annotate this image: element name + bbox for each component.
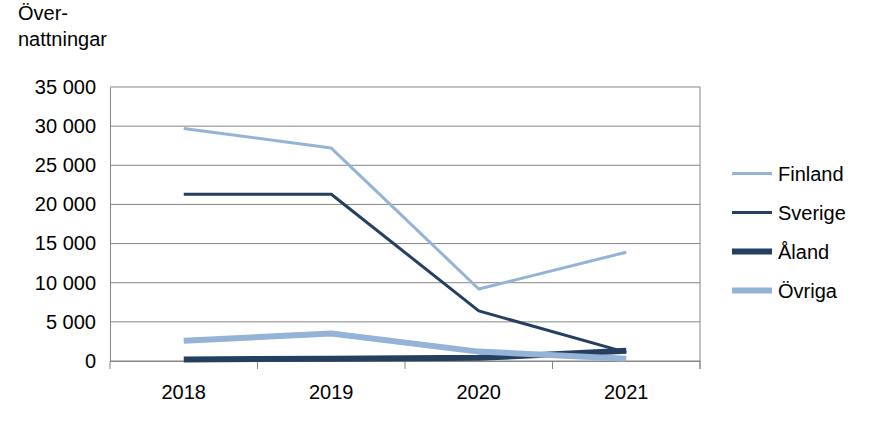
y-axis-line [110,88,111,362]
x-tick-label: 2020 [457,381,502,403]
y-tick: 15 000 [35,232,110,254]
grid-line [110,282,700,283]
y-tick: 10 000 [35,272,110,294]
y-tick-label: 35 000 [35,76,96,98]
y-tick-label: 20 000 [35,193,96,215]
y-axis-title-line: nattningar [18,28,107,50]
x-tick: 2018 [162,361,207,403]
x-tick-label: 2019 [309,381,354,403]
y-tick-label: 30 000 [35,115,96,137]
grid-line [110,204,700,205]
grid-line [110,126,700,127]
y-tick-label: 5 000 [46,311,96,333]
grid-line [110,243,700,244]
series-line [184,334,627,359]
legend-swatch [732,288,772,294]
legend-swatch [732,211,772,214]
legend-item: Övriga [732,280,838,302]
y-tick-label: 25 000 [35,154,96,176]
y-tick: 35 000 [35,76,110,98]
y-axis-title-line: Över- [18,2,68,24]
legend-swatch [732,172,772,175]
legend-item: Finland [732,163,844,185]
x-boundary-tick [552,361,553,369]
grid-line [110,165,700,166]
legend-label: Åland [778,241,829,263]
x-tick: 2021 [604,361,649,403]
legend: Finland Sverige Åland Övriga [732,163,846,302]
x-tick: 2019 [309,361,354,403]
x-axis: 2018 2019 2020 2021 [110,361,701,403]
chart: 0 5 000 10 000 15 000 20 000 25 000 30 000 35 0… [0,0,882,424]
y-tick-label: 15 000 [35,232,96,254]
x-boundary-tick [405,361,406,369]
y-axis-title: Över-nattningar [18,2,107,50]
x-tick: 2020 [457,361,502,403]
legend-label: Sverige [778,202,846,224]
legend-label: Övriga [778,280,838,302]
grid [110,87,700,361]
plot: 0 5 000 10 000 15 000 20 000 25 000 30 000 35 0… [35,76,701,403]
y-tick: 0 [85,350,110,372]
legend-item: Åland [732,241,829,263]
grid-line [110,87,700,88]
y-tick-label: 0 [85,350,96,372]
x-boundary-tick [110,361,111,369]
y-axis: 0 5 000 10 000 15 000 20 000 25 000 30 000 35 0… [35,76,111,372]
y-tick-label: 10 000 [35,272,96,294]
frame-line [700,87,701,369]
y-tick: 25 000 [35,154,110,176]
x-tick-label: 2021 [604,381,649,403]
grid-line [110,321,700,322]
x-tick-label: 2018 [162,381,207,403]
series-line [184,128,627,288]
y-tick: 30 000 [35,115,110,137]
series-lines [184,128,627,359]
legend-swatch [732,249,772,255]
series-line [184,194,627,352]
y-tick: 20 000 [35,193,110,215]
legend-item: Sverige [732,202,846,224]
y-tick: 5 000 [46,311,110,333]
legend-label: Finland [778,163,844,185]
x-boundary-tick [257,361,258,369]
x-boundary-tick [700,361,701,369]
